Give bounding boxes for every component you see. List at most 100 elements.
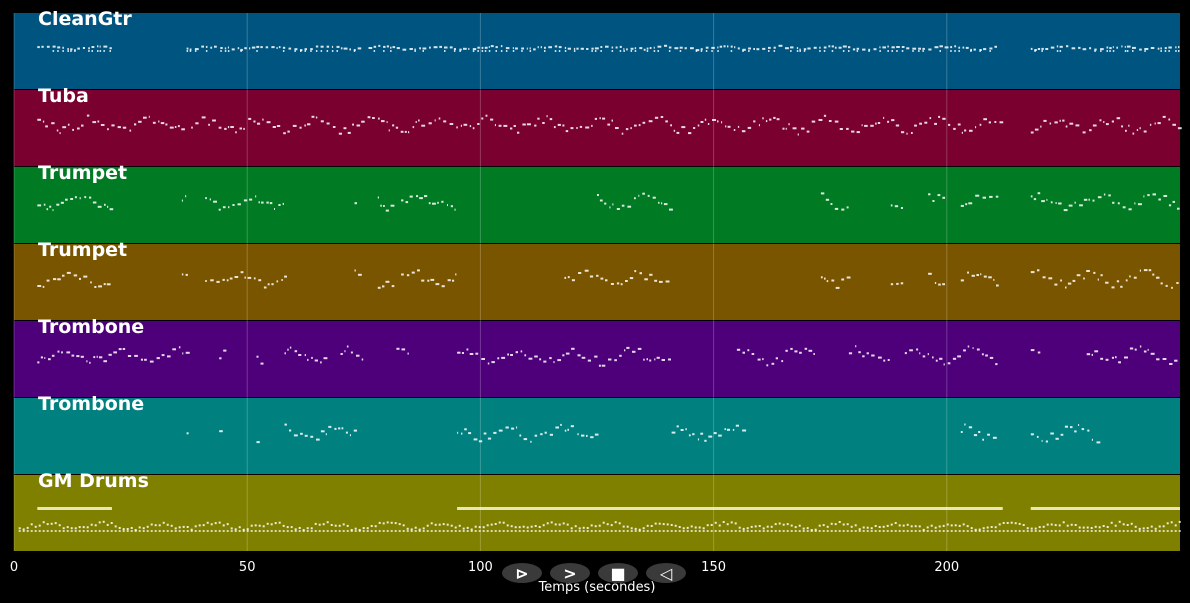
note <box>562 354 565 357</box>
note <box>801 127 805 130</box>
note <box>736 348 741 351</box>
note <box>474 530 477 532</box>
note <box>1036 435 1039 438</box>
track-lane[interactable] <box>14 90 1180 166</box>
note <box>958 530 961 532</box>
track-lane[interactable] <box>14 321 1180 397</box>
play-button[interactable]: ⊳ <box>502 563 542 583</box>
track-lane[interactable] <box>14 244 1180 320</box>
note <box>901 50 904 52</box>
note <box>944 46 949 49</box>
note <box>1059 45 1063 48</box>
note <box>634 197 636 200</box>
note <box>234 530 237 532</box>
note <box>963 349 966 352</box>
note <box>323 357 328 360</box>
note <box>619 50 622 52</box>
note <box>982 438 984 441</box>
note <box>558 46 562 49</box>
forward-button[interactable]: > <box>550 563 590 583</box>
note <box>698 526 701 529</box>
track-lane[interactable] <box>14 475 1180 551</box>
note <box>698 530 701 532</box>
stop-button[interactable]: ■ <box>598 563 638 583</box>
note <box>570 527 573 530</box>
note <box>870 124 874 127</box>
note <box>1125 279 1128 282</box>
note <box>1030 195 1033 198</box>
note <box>590 524 593 527</box>
note <box>82 526 85 529</box>
note <box>946 523 949 526</box>
note <box>848 46 851 49</box>
note <box>61 351 63 354</box>
note <box>111 124 115 127</box>
note <box>609 206 611 209</box>
note <box>638 530 641 532</box>
note <box>1049 122 1052 125</box>
note <box>938 283 941 286</box>
note <box>370 525 373 527</box>
note <box>643 48 646 51</box>
note <box>66 526 69 529</box>
note <box>570 425 574 428</box>
note <box>194 530 197 532</box>
note <box>392 124 395 127</box>
note <box>86 114 90 117</box>
note <box>181 199 183 202</box>
control-background <box>502 563 542 583</box>
note <box>396 47 400 50</box>
note <box>656 356 660 359</box>
note <box>122 530 125 532</box>
note <box>189 50 192 52</box>
note <box>52 50 55 52</box>
note <box>411 271 415 274</box>
track-lane[interactable] <box>14 398 1180 474</box>
note <box>1143 195 1145 198</box>
note <box>773 50 776 52</box>
note <box>478 440 483 443</box>
note <box>478 530 481 532</box>
note <box>591 47 594 50</box>
note <box>372 117 375 119</box>
note <box>107 128 109 131</box>
note <box>622 530 625 532</box>
note <box>966 530 969 532</box>
track-lane[interactable] <box>14 167 1180 243</box>
note <box>486 524 489 527</box>
note <box>718 524 721 527</box>
track-lane[interactable] <box>14 13 1180 89</box>
note <box>1106 526 1109 528</box>
note <box>114 530 117 532</box>
note <box>842 50 845 52</box>
note <box>1092 124 1097 127</box>
note <box>1125 129 1127 132</box>
note <box>1128 124 1130 127</box>
note <box>62 530 65 532</box>
note <box>879 46 881 49</box>
note <box>473 438 478 441</box>
note <box>901 131 905 134</box>
note <box>347 131 351 134</box>
note <box>856 131 860 134</box>
note <box>304 50 306 52</box>
note <box>134 354 138 357</box>
note <box>475 352 479 355</box>
note <box>288 47 292 50</box>
note <box>1157 122 1161 125</box>
note <box>142 527 145 530</box>
note <box>1083 198 1088 201</box>
note <box>512 47 514 50</box>
note <box>914 124 917 127</box>
rewind-button[interactable]: ◁ <box>646 563 686 583</box>
note <box>511 427 515 430</box>
note <box>590 436 594 439</box>
note <box>954 524 957 527</box>
note <box>1126 45 1131 48</box>
note <box>350 351 353 354</box>
note <box>1096 441 1101 444</box>
note <box>762 117 764 120</box>
note <box>697 124 700 127</box>
note <box>674 530 677 532</box>
note <box>262 525 265 528</box>
